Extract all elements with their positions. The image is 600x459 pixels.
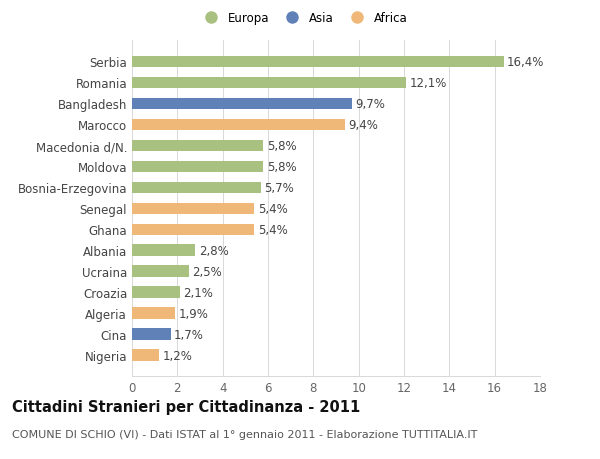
Legend: Europa, Asia, Africa: Europa, Asia, Africa (194, 7, 412, 29)
Text: 2,8%: 2,8% (199, 244, 229, 257)
Text: 1,7%: 1,7% (174, 328, 204, 341)
Bar (132, 287, 179, 298)
Bar (132, 350, 159, 361)
Text: 5,8%: 5,8% (267, 161, 296, 174)
Text: COMUNE DI SCHIO (VI) - Dati ISTAT al 1° gennaio 2011 - Elaborazione TUTTITALIA.I: COMUNE DI SCHIO (VI) - Dati ISTAT al 1° … (12, 429, 478, 439)
Bar (132, 224, 254, 235)
Text: 16,4%: 16,4% (507, 56, 545, 69)
Bar (132, 308, 175, 319)
Bar (132, 140, 263, 152)
Bar (132, 203, 254, 215)
Bar (132, 56, 504, 68)
Bar (132, 161, 263, 173)
Bar (132, 182, 261, 194)
Text: 12,1%: 12,1% (410, 77, 447, 90)
Bar (132, 245, 196, 257)
Text: 9,7%: 9,7% (355, 98, 385, 111)
Text: 5,4%: 5,4% (258, 202, 287, 215)
Text: 1,9%: 1,9% (178, 307, 208, 320)
Text: 9,4%: 9,4% (349, 118, 379, 132)
Bar (132, 119, 345, 131)
Bar (132, 98, 352, 110)
Bar (132, 329, 170, 340)
Bar (132, 266, 188, 277)
Text: 5,8%: 5,8% (267, 140, 296, 152)
Text: 5,7%: 5,7% (265, 181, 295, 195)
Text: 5,4%: 5,4% (258, 223, 287, 236)
Text: 2,1%: 2,1% (183, 286, 213, 299)
Text: Cittadini Stranieri per Cittadinanza - 2011: Cittadini Stranieri per Cittadinanza - 2… (12, 399, 360, 414)
Bar (132, 78, 406, 89)
Text: 2,5%: 2,5% (192, 265, 222, 278)
Text: 1,2%: 1,2% (163, 349, 193, 362)
